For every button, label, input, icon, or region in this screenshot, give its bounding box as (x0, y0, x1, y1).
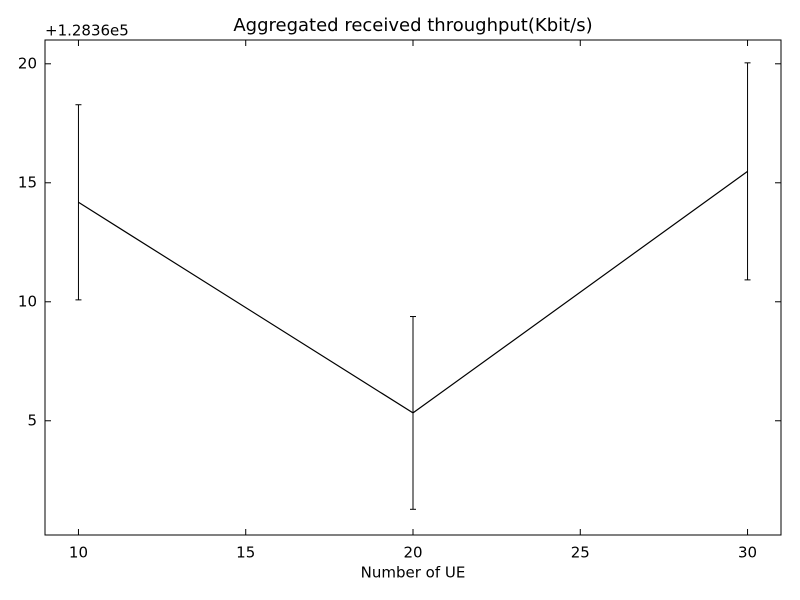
y-tick-label: 15 (18, 173, 37, 191)
y-tick-label: 10 (18, 292, 37, 310)
plot-frame (44, 39, 782, 536)
x-tick-label: 20 (403, 544, 422, 562)
x-tick-label: 15 (236, 544, 255, 562)
x-tick-label: 30 (738, 544, 757, 562)
chart-title: Aggregated received throughput(Kbit/s) (233, 15, 592, 36)
y-offset-text: +1.2836e5 (45, 22, 129, 40)
y-tick-label: 5 (27, 411, 37, 429)
y-tick-label: 20 (18, 54, 37, 72)
x-tick-label: 25 (571, 544, 590, 562)
x-tick-label: 10 (69, 544, 88, 562)
x-axis-label: Number of UE (361, 564, 466, 582)
